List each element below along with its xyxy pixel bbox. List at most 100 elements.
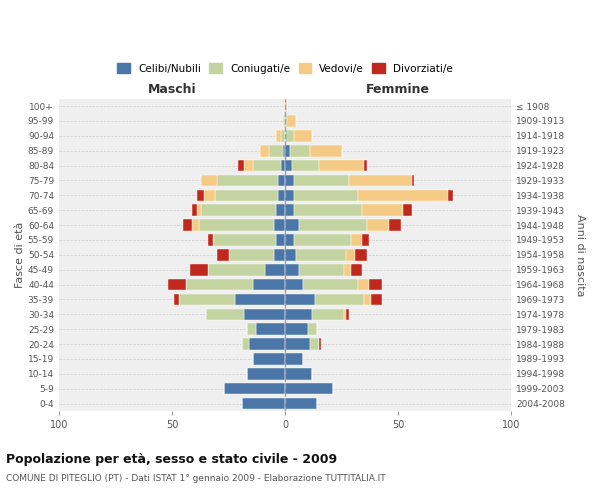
Bar: [274, 249, 285, 260]
Bar: [362, 204, 403, 216]
Bar: [294, 130, 313, 141]
Bar: [179, 294, 235, 305]
Bar: [285, 115, 287, 127]
Bar: [364, 294, 371, 305]
Bar: [294, 190, 358, 201]
Bar: [174, 294, 179, 305]
Bar: [285, 308, 313, 320]
Text: Maschi: Maschi: [148, 82, 196, 96]
Bar: [287, 115, 296, 127]
Bar: [362, 234, 369, 246]
Bar: [358, 190, 448, 201]
Bar: [358, 279, 369, 290]
Bar: [346, 308, 349, 320]
Bar: [403, 204, 412, 216]
Bar: [285, 353, 303, 364]
Bar: [294, 204, 362, 216]
Y-axis label: Anni di nascita: Anni di nascita: [575, 214, 585, 296]
Bar: [349, 174, 412, 186]
Bar: [314, 294, 364, 305]
Bar: [278, 190, 285, 201]
Bar: [199, 220, 274, 231]
Bar: [308, 324, 317, 335]
Bar: [276, 204, 285, 216]
Bar: [285, 398, 317, 409]
Bar: [247, 324, 256, 335]
Bar: [278, 174, 285, 186]
Bar: [283, 145, 285, 156]
Text: Femmine: Femmine: [367, 82, 430, 96]
Bar: [294, 174, 349, 186]
Bar: [296, 249, 346, 260]
Bar: [285, 100, 287, 112]
Bar: [285, 130, 294, 141]
Bar: [367, 220, 389, 231]
Bar: [235, 294, 285, 305]
Bar: [204, 190, 215, 201]
Bar: [283, 115, 285, 127]
Bar: [247, 368, 285, 380]
Bar: [290, 145, 310, 156]
Bar: [242, 338, 249, 350]
Bar: [319, 160, 364, 172]
Bar: [208, 234, 213, 246]
Bar: [285, 264, 299, 276]
Bar: [193, 220, 199, 231]
Bar: [310, 145, 342, 156]
Bar: [206, 308, 244, 320]
Bar: [256, 324, 285, 335]
Bar: [285, 160, 292, 172]
Bar: [269, 145, 283, 156]
Bar: [299, 264, 344, 276]
Bar: [202, 204, 276, 216]
Bar: [292, 160, 319, 172]
Bar: [242, 398, 285, 409]
Bar: [265, 264, 285, 276]
Bar: [217, 249, 229, 260]
Bar: [412, 174, 414, 186]
Bar: [193, 204, 197, 216]
Bar: [229, 249, 274, 260]
Bar: [197, 190, 204, 201]
Bar: [285, 234, 294, 246]
Bar: [253, 160, 281, 172]
Bar: [285, 204, 294, 216]
Text: COMUNE DI PITEGLIO (PT) - Dati ISTAT 1° gennaio 2009 - Elaborazione TUTTITALIA.I: COMUNE DI PITEGLIO (PT) - Dati ISTAT 1° …: [6, 474, 386, 483]
Bar: [303, 279, 358, 290]
Bar: [355, 249, 367, 260]
Bar: [448, 190, 452, 201]
Bar: [294, 234, 351, 246]
Bar: [253, 279, 285, 290]
Bar: [281, 160, 285, 172]
Bar: [364, 160, 367, 172]
Bar: [369, 279, 382, 290]
Bar: [285, 249, 296, 260]
Bar: [346, 249, 355, 260]
Bar: [244, 160, 253, 172]
Bar: [249, 338, 285, 350]
Bar: [285, 279, 303, 290]
Bar: [371, 294, 382, 305]
Bar: [260, 145, 269, 156]
Bar: [285, 294, 314, 305]
Bar: [351, 234, 362, 246]
Bar: [238, 160, 244, 172]
Bar: [276, 234, 285, 246]
Bar: [285, 190, 294, 201]
Bar: [351, 264, 362, 276]
Bar: [215, 190, 278, 201]
Bar: [224, 383, 285, 394]
Bar: [313, 308, 344, 320]
Bar: [344, 308, 346, 320]
Bar: [285, 145, 290, 156]
Bar: [197, 204, 202, 216]
Bar: [285, 220, 299, 231]
Bar: [208, 264, 265, 276]
Bar: [285, 324, 308, 335]
Bar: [310, 338, 319, 350]
Text: Popolazione per età, sesso e stato civile - 2009: Popolazione per età, sesso e stato civil…: [6, 452, 337, 466]
Bar: [276, 130, 281, 141]
Bar: [319, 338, 322, 350]
Bar: [202, 174, 217, 186]
Bar: [185, 279, 253, 290]
